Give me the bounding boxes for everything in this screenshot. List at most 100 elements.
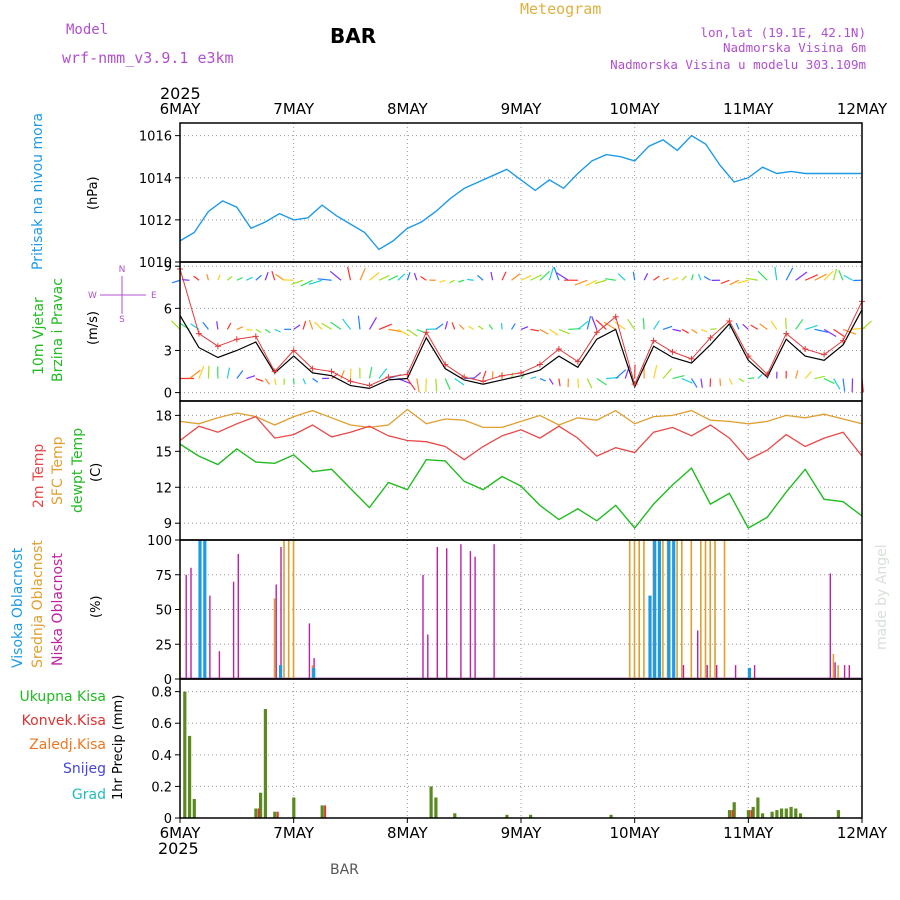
y-tick-label: 75 [155, 569, 172, 584]
precip-freezing-label: Zaledj.Kisa [29, 737, 106, 753]
cloud-mid-bar [273, 598, 276, 679]
wind-arrow [728, 378, 733, 385]
cloud-high-bar [667, 540, 671, 679]
wind-arrow [388, 275, 399, 281]
cloud-mid-bar [837, 665, 839, 679]
wind-arrow [255, 377, 264, 382]
wind-arrow [317, 278, 332, 281]
cloud-mid-bar [832, 654, 835, 679]
cloud-low-bar [232, 581, 235, 679]
wind-arrow [271, 270, 276, 281]
wind-arrow [735, 322, 740, 330]
cloud-low-bar [697, 630, 699, 679]
wind-arrow [226, 275, 233, 281]
day-label-top: 8MAY [387, 100, 429, 118]
gust-marker [252, 333, 259, 340]
precip-conv-label: Konvek.Kisa [22, 713, 106, 729]
cloud-mid-bar [628, 540, 631, 679]
cloud-low-bar [185, 574, 187, 680]
wind-arrow [302, 378, 307, 385]
precip-total-bar [453, 813, 457, 818]
cloud-high-bar [312, 667, 316, 679]
cloud-low-bar [436, 547, 438, 679]
wind-arrow [690, 274, 694, 281]
wind-arrow [672, 328, 682, 332]
wind-arrow [467, 325, 474, 330]
wind-arrow [236, 326, 244, 330]
precip-total-bar [727, 810, 732, 818]
precip-total-bar [188, 735, 192, 818]
wind-arrow [420, 275, 427, 281]
day-label-top: 9MAY [501, 100, 543, 118]
wind-arrow [653, 365, 658, 379]
y-tick-label: 100 [147, 534, 172, 549]
gust-marker [707, 334, 714, 341]
gust-marker [802, 346, 809, 353]
sfc-temp-line [179, 408, 863, 429]
precip-total-bar [273, 811, 277, 818]
precip-total-label: Ukupna Kisa [19, 689, 106, 705]
wind-arrow [189, 369, 201, 380]
gust-marker [688, 355, 695, 362]
wind-arrow [804, 274, 819, 281]
wind-arrow [750, 324, 759, 330]
wind-arrow [312, 378, 319, 383]
wind-arrow [274, 328, 281, 333]
gust-marker [499, 372, 506, 379]
wind-arrow [406, 378, 416, 391]
wind-arrow [833, 378, 841, 390]
precip-total-bar [789, 806, 793, 818]
precip-total-bar [775, 810, 779, 818]
y-tick-label: 1014 [139, 172, 172, 187]
cloud-low-bar [460, 544, 462, 679]
wind-arrow [520, 326, 529, 330]
precip-conv-bar [731, 810, 734, 818]
gust-marker [593, 329, 600, 336]
precip-total-bar [609, 814, 613, 818]
wind-arrow [591, 316, 598, 330]
wind-arrow [357, 315, 361, 330]
wind-arrow [330, 321, 342, 330]
wind-arrow [511, 273, 521, 281]
wind-arrow [823, 377, 835, 385]
y-tick-label: 1016 [139, 130, 172, 145]
compass-south: S [119, 315, 125, 325]
day-label-top: 10MAY [610, 100, 661, 118]
wind-arrow [697, 273, 702, 281]
precip-conv-bar [324, 805, 327, 818]
wind-arrow [482, 370, 487, 379]
y-tick-label: 3 [164, 344, 172, 359]
cloud-low-bar [474, 556, 476, 679]
wind-arrow [690, 378, 698, 388]
wind-arrow [236, 370, 244, 379]
wind-arrow [413, 272, 418, 281]
wind-arrow [378, 368, 388, 379]
wind-arrow [501, 271, 507, 281]
cloud-low-bar [280, 547, 282, 679]
cloud-high-bar [203, 540, 207, 679]
wind-arrow [435, 323, 444, 330]
wind-arrow [662, 277, 670, 281]
dewpoint-line [179, 443, 863, 530]
precip-unit: 1hr Precip (mm) [111, 695, 126, 800]
cloud-mid-bar [709, 540, 711, 679]
gust-marker [612, 313, 619, 320]
precip-total-bar [192, 799, 196, 818]
wind-arrow [477, 274, 484, 281]
wind-arrow [719, 378, 722, 387]
cloud-low-bar [848, 665, 850, 679]
wind-arrow [861, 320, 872, 330]
wind-arrow [643, 273, 649, 281]
wind-arrow [264, 271, 269, 281]
gust-marker [442, 361, 449, 368]
cloud-mid-bar [681, 540, 683, 679]
temp-unit: (C) [89, 463, 104, 482]
wind-arrow [226, 367, 230, 379]
cloud-mid-bar [676, 540, 678, 679]
wind-arrow [458, 279, 465, 283]
model-name: wrf-nmm_v3.9.1 e3km [62, 49, 234, 67]
gust-marker [423, 329, 430, 336]
marks-group [171, 134, 872, 818]
wind-arrow [759, 323, 768, 330]
wind-arrow [207, 365, 210, 379]
